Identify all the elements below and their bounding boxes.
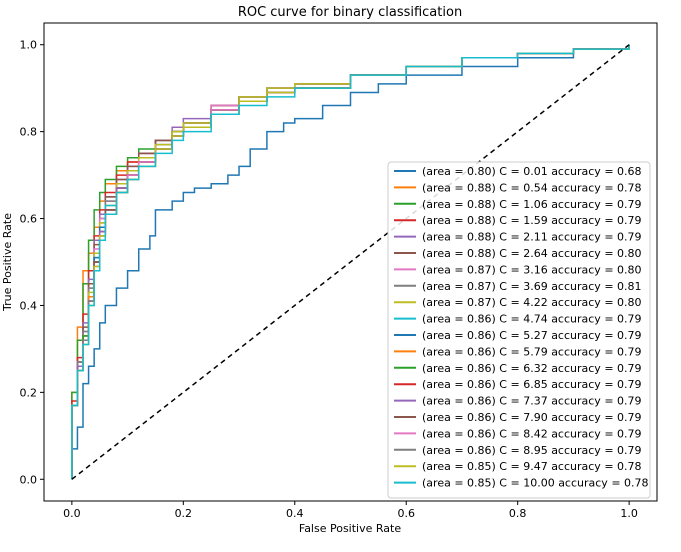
x-tick-label: 0.4: [286, 507, 304, 520]
legend-entry-label: (area = 0.85) C = 9.47 accuracy = 0.78: [422, 460, 642, 473]
legend-entry-label: (area = 0.87) C = 3.16 accuracy = 0.80: [422, 263, 642, 276]
legend-entry-label: (area = 0.86) C = 5.27 accuracy = 0.79: [422, 329, 642, 342]
y-tick-label: 0.0: [20, 473, 38, 486]
y-tick-label: 0.4: [20, 299, 38, 312]
legend-entry-label: (area = 0.87) C = 4.22 accuracy = 0.80: [422, 296, 642, 309]
legend-entry-label: (area = 0.88) C = 1.59 accuracy = 0.79: [422, 214, 642, 227]
legend-entry-label: (area = 0.86) C = 8.95 accuracy = 0.79: [422, 444, 642, 457]
legend-entry-label: (area = 0.88) C = 2.11 accuracy = 0.79: [422, 231, 642, 244]
legend-entry-label: (area = 0.80) C = 0.01 accuracy = 0.68: [422, 165, 642, 178]
y-tick-label: 0.2: [20, 386, 38, 399]
legend-entry-label: (area = 0.86) C = 5.79 accuracy = 0.79: [422, 345, 642, 358]
x-tick-label: 0.8: [509, 507, 527, 520]
y-tick-label: 0.8: [20, 126, 38, 139]
x-axis-label: False Positive Rate: [299, 522, 401, 535]
legend-entry-label: (area = 0.86) C = 7.37 accuracy = 0.79: [422, 395, 642, 408]
legend-entry-label: (area = 0.86) C = 4.74 accuracy = 0.79: [422, 313, 642, 326]
legend-entry-label: (area = 0.86) C = 6.85 accuracy = 0.79: [422, 378, 642, 391]
chart-title: ROC curve for binary classification: [238, 5, 462, 20]
roc-series-line-20: [71, 44, 630, 480]
legend-entry-label: (area = 0.88) C = 1.06 accuracy = 0.79: [422, 198, 642, 211]
x-tick-label: 0.2: [175, 507, 193, 520]
legend-entry-label: (area = 0.86) C = 7.90 accuracy = 0.79: [422, 411, 642, 424]
diagonal-layer: [71, 44, 630, 480]
x-axis-ticks: 0.0 0.2 0.4 0.6 0.8 1.0: [63, 501, 638, 520]
plot-frame: [43, 22, 658, 502]
x-tick-label: 0.6: [397, 507, 415, 520]
legend-entry-label: (area = 0.88) C = 2.64 accuracy = 0.80: [422, 247, 642, 260]
legend-entry-label: (area = 0.86) C = 8.42 accuracy = 0.79: [422, 427, 642, 440]
x-tick-label: 0.0: [63, 507, 81, 520]
roc-series-line-1: [71, 44, 630, 480]
legend-entry-label: (area = 0.88) C = 0.54 accuracy = 0.78: [422, 181, 642, 194]
legend-box: [387, 161, 651, 499]
legend-entry-label: (area = 0.87) C = 3.69 accuracy = 0.81: [422, 280, 642, 293]
x-tick-label: 1.0: [620, 507, 638, 520]
y-tick-label: 1.0: [20, 39, 38, 52]
legend: (area = 0.80) C = 0.01 accuracy = 0.68 (a…: [387, 161, 651, 499]
series-layer: [71, 44, 630, 480]
y-axis-label: True Positive Rate: [1, 213, 14, 312]
chance-diagonal-line: [71, 44, 630, 480]
y-tick-label: 0.6: [20, 213, 38, 226]
legend-entry-label: (area = 0.85) C = 10.00 accuracy = 0.78: [422, 477, 649, 490]
y-axis-ticks: 0.0 0.2 0.4 0.6 0.8 1.0: [20, 39, 44, 486]
legend-entry-label: (area = 0.86) C = 6.32 accuracy = 0.79: [422, 362, 642, 375]
